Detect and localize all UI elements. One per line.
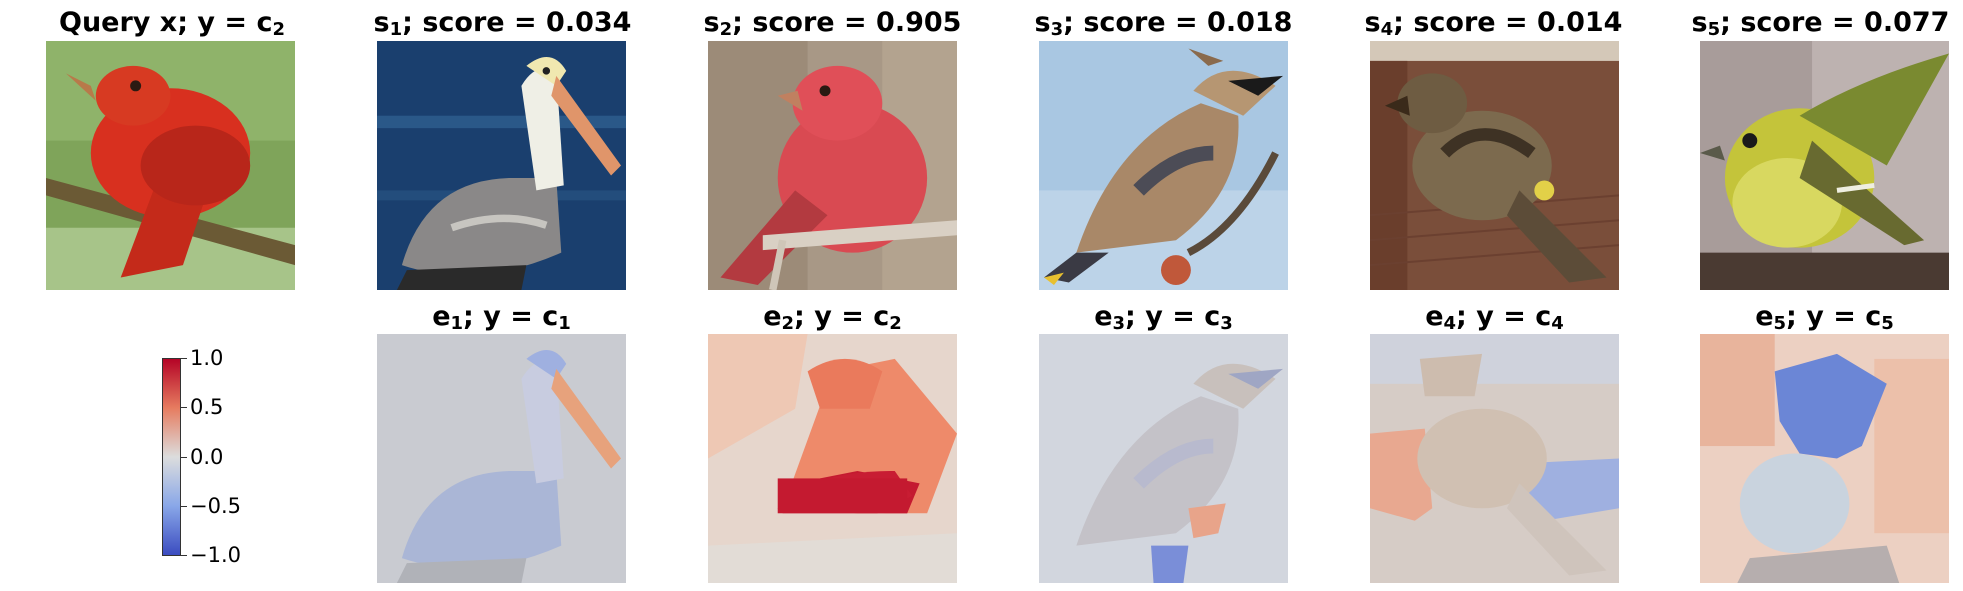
support-2-title: s2; score = 0.905 [703, 7, 962, 40]
explanation-1-image [377, 334, 626, 583]
support-3-image [1039, 41, 1288, 290]
support-5-title: s5; score = 0.077 [1691, 7, 1950, 40]
colorbar-tick-label: 1.0 [190, 346, 224, 370]
explanation-3-title: e3; y = c3 [1094, 301, 1233, 334]
query-image [46, 41, 295, 290]
support-1-image [377, 41, 626, 290]
colorbar-tick [181, 555, 187, 556]
explanation-5-image [1700, 334, 1949, 583]
colorbar-tick [181, 407, 187, 408]
explanation-2-title: e2; y = c2 [763, 301, 902, 334]
colorbar [162, 358, 181, 556]
query-title: Query x; y = c2 [59, 7, 285, 40]
colorbar-tick [181, 358, 187, 359]
explanation-2-image [708, 334, 957, 583]
colorbar-tick-label: −0.5 [190, 494, 241, 518]
colorbar-tick [181, 457, 187, 458]
support-5-image [1700, 41, 1949, 290]
explanation-4-image [1370, 334, 1619, 583]
support-3-title: s3; score = 0.018 [1034, 7, 1293, 40]
explanation-4-title: e4; y = c4 [1425, 301, 1564, 334]
support-1-title: s1; score = 0.034 [373, 7, 632, 40]
explanation-1-title: e1; y = c1 [432, 301, 571, 334]
colorbar-tick [181, 506, 187, 507]
colorbar-tick-label: 0.5 [190, 395, 224, 419]
colorbar-tick-label: −1.0 [190, 543, 241, 567]
support-2-image [708, 41, 957, 290]
explanation-5-title: e5; y = c5 [1755, 301, 1894, 334]
support-4-title: s4; score = 0.014 [1364, 7, 1623, 40]
colorbar-tick-label: 0.0 [190, 445, 224, 469]
support-4-image [1370, 41, 1619, 290]
explanation-3-image [1039, 334, 1288, 583]
